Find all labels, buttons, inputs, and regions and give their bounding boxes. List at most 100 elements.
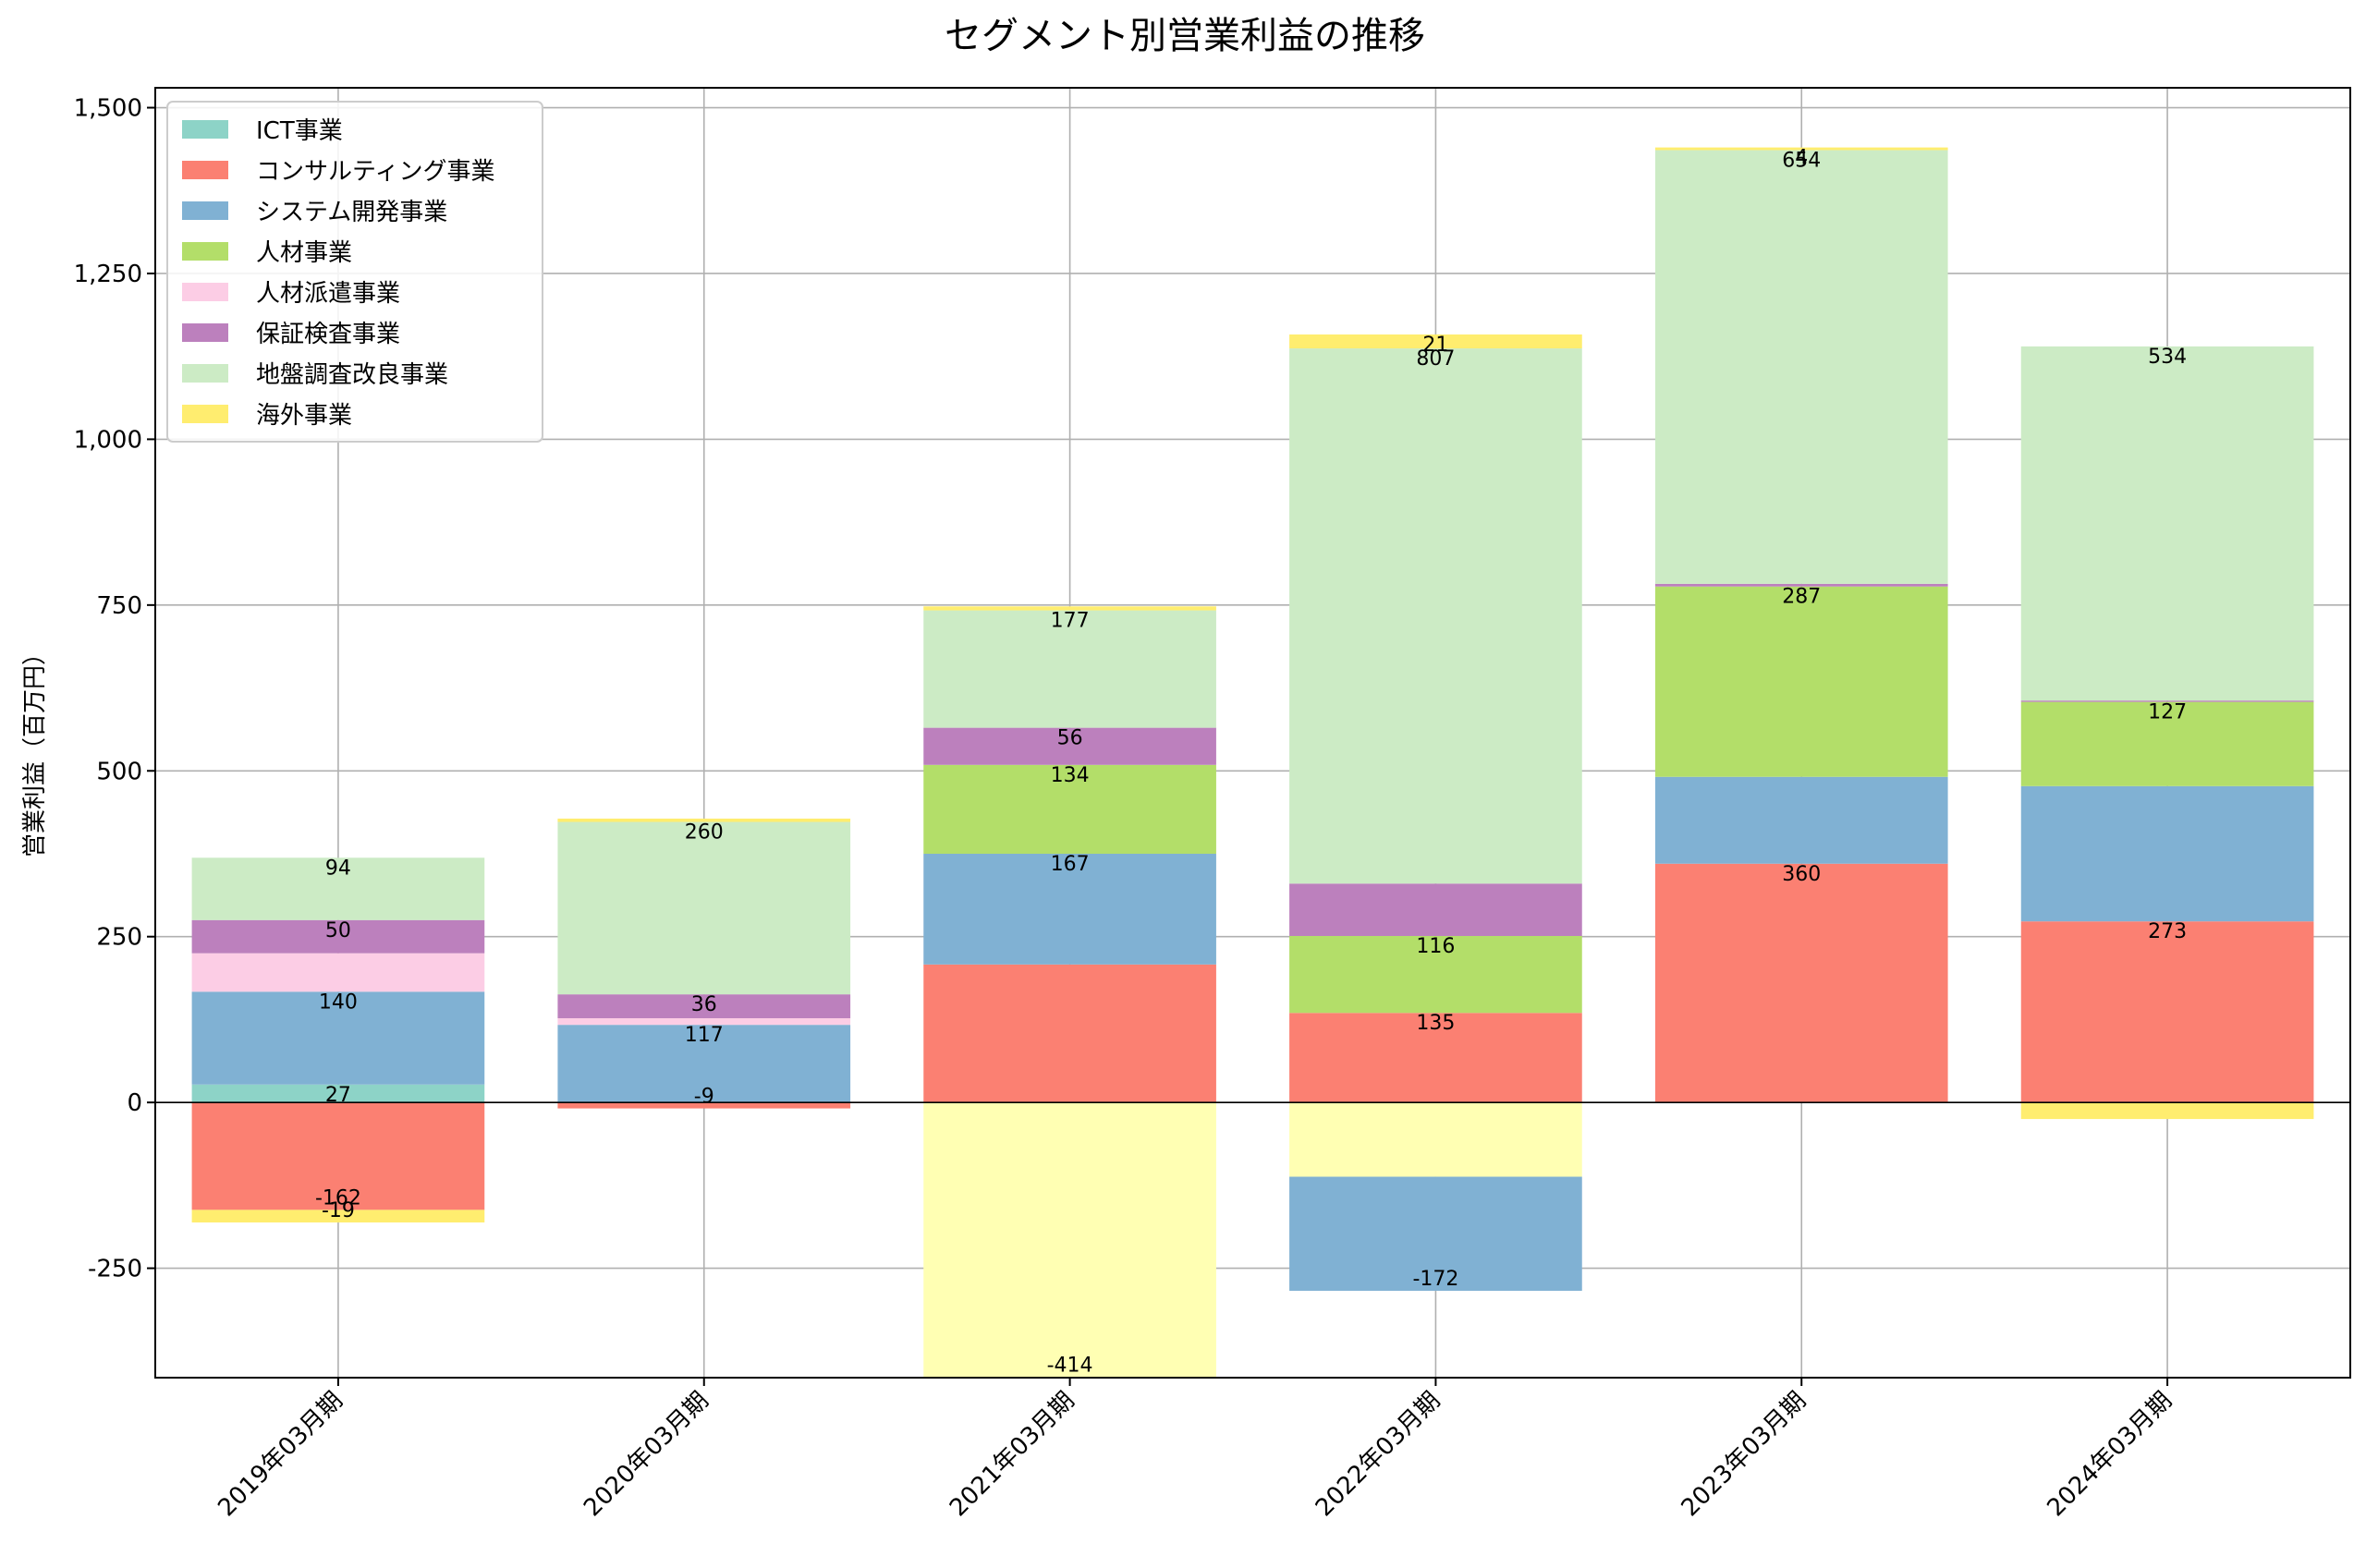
bar-segment	[2020, 921, 2314, 1103]
y-tick-label: 500	[96, 758, 142, 785]
bar-segment	[2020, 346, 2314, 701]
bar-segment	[191, 953, 485, 992]
bar-segment-extra	[1289, 1102, 1582, 1177]
x-tick-label: 2023年03月期	[1677, 1387, 1812, 1523]
legend: ICT事業コンサルティング事業システム開発事業人材事業人材派遣事業保証検査事業地…	[166, 101, 543, 443]
data-label: 360	[1782, 863, 1821, 886]
bar-segment	[923, 610, 1216, 728]
bar-segment	[2020, 701, 2314, 786]
bar-segment	[191, 1102, 485, 1210]
y-tick-label: 0	[127, 1089, 142, 1117]
data-label: 807	[1416, 347, 1455, 371]
data-label: 135	[1416, 1012, 1455, 1035]
labels-layer: 27 -162 140 50 94 -19 -9 117 36 260 -414 167 134 56 17…	[315, 147, 2187, 1378]
legend-swatch	[182, 323, 228, 342]
data-label: 127	[2148, 701, 2187, 724]
bar-segment	[557, 821, 851, 995]
x-tick-label: 2020年03月期	[579, 1387, 714, 1523]
legend-label: システム開発事業	[256, 199, 447, 226]
bar-segment	[923, 764, 1216, 854]
y-tick-label: 750	[96, 592, 142, 620]
bar-segment	[2020, 700, 2314, 702]
y-tick-label: -250	[88, 1256, 142, 1283]
legend-swatch	[182, 201, 228, 220]
data-label: 654	[1782, 149, 1821, 172]
bar-segment	[1289, 883, 1582, 936]
data-label: 167	[1051, 853, 1090, 876]
plot-frame	[154, 87, 2351, 1379]
data-label: 27	[325, 1084, 351, 1107]
bar-segment	[1654, 863, 1948, 1103]
data-label: -162	[315, 1186, 361, 1209]
bar-segment	[191, 1084, 485, 1103]
legend-swatch	[182, 161, 228, 179]
bar-segment	[191, 857, 485, 920]
data-label: 140	[319, 991, 358, 1014]
bar-segment	[923, 606, 1216, 611]
bar-segment	[1654, 583, 1948, 587]
bar-segment	[1654, 776, 1948, 864]
data-label: 4	[1795, 147, 1808, 170]
legend-swatch	[182, 364, 228, 383]
data-label: 21	[1422, 334, 1448, 357]
data-label: 56	[1057, 727, 1083, 750]
bar-segment	[557, 818, 851, 822]
x-tick-label: 2021年03月期	[945, 1387, 1080, 1523]
bar-segment-extra	[923, 1102, 1216, 1378]
data-label: 94	[325, 857, 351, 880]
bar-segment	[923, 964, 1216, 1103]
bar-segment	[191, 1209, 485, 1223]
bars-layer	[191, 147, 2314, 1378]
data-label: -172	[1412, 1268, 1458, 1291]
legend-box	[166, 101, 543, 443]
data-label: 287	[1782, 586, 1821, 609]
data-label: -9	[694, 1086, 714, 1109]
legend-swatch	[182, 405, 228, 423]
data-label: -414	[1047, 1354, 1093, 1377]
data-label: -19	[322, 1199, 355, 1222]
legend-label: ICT事業	[256, 117, 343, 145]
legend-label: 人材派遣事業	[256, 280, 400, 308]
legend-label: 海外事業	[256, 402, 352, 430]
bar-segment	[557, 1025, 851, 1103]
data-label: 260	[685, 821, 724, 845]
y-axis-label: 営業利益（百万円）	[21, 641, 49, 857]
bar-segment	[1289, 1013, 1582, 1103]
bar-segment	[1289, 334, 1582, 349]
bar-segment	[1654, 586, 1948, 777]
bar-segment	[1654, 147, 1948, 151]
bar-segment	[191, 991, 485, 1085]
data-label: 116	[1416, 935, 1455, 958]
bar-segment	[557, 1017, 851, 1026]
bar-segment	[1289, 1176, 1582, 1291]
bar-segment	[1289, 348, 1582, 884]
data-label: 50	[325, 919, 351, 942]
bar-segment	[1289, 935, 1582, 1014]
legend-label: 地盤調査改良事業	[256, 361, 448, 389]
chart-title: セグメント別営業利益の推移	[945, 15, 1425, 57]
y-tick-label: 1,250	[74, 261, 142, 288]
legend-swatch	[182, 120, 228, 139]
legend-swatch	[182, 242, 228, 261]
y-tick-label: 1,000	[74, 426, 142, 454]
bar-segment	[557, 1102, 851, 1109]
bar-segment	[923, 727, 1216, 765]
data-label: 534	[2148, 346, 2187, 369]
data-label: 117	[685, 1024, 724, 1047]
data-label: 273	[2148, 920, 2187, 943]
y-tick-label: 250	[96, 924, 142, 952]
legend-label: 保証検査事業	[256, 321, 400, 348]
legend-swatch	[182, 283, 228, 301]
data-label: 177	[1051, 610, 1090, 633]
bar-segment	[557, 994, 851, 1018]
x-tick-label: 2019年03月期	[213, 1387, 348, 1523]
bar-segment	[191, 919, 485, 954]
data-label: 36	[691, 993, 717, 1016]
data-label: 134	[1051, 764, 1090, 787]
y-tick-label: 1,500	[74, 95, 142, 123]
bar-segment	[2020, 785, 2314, 922]
legend-label: コンサルティング事業	[256, 158, 494, 186]
x-tick-label: 2022年03月期	[1311, 1387, 1446, 1523]
